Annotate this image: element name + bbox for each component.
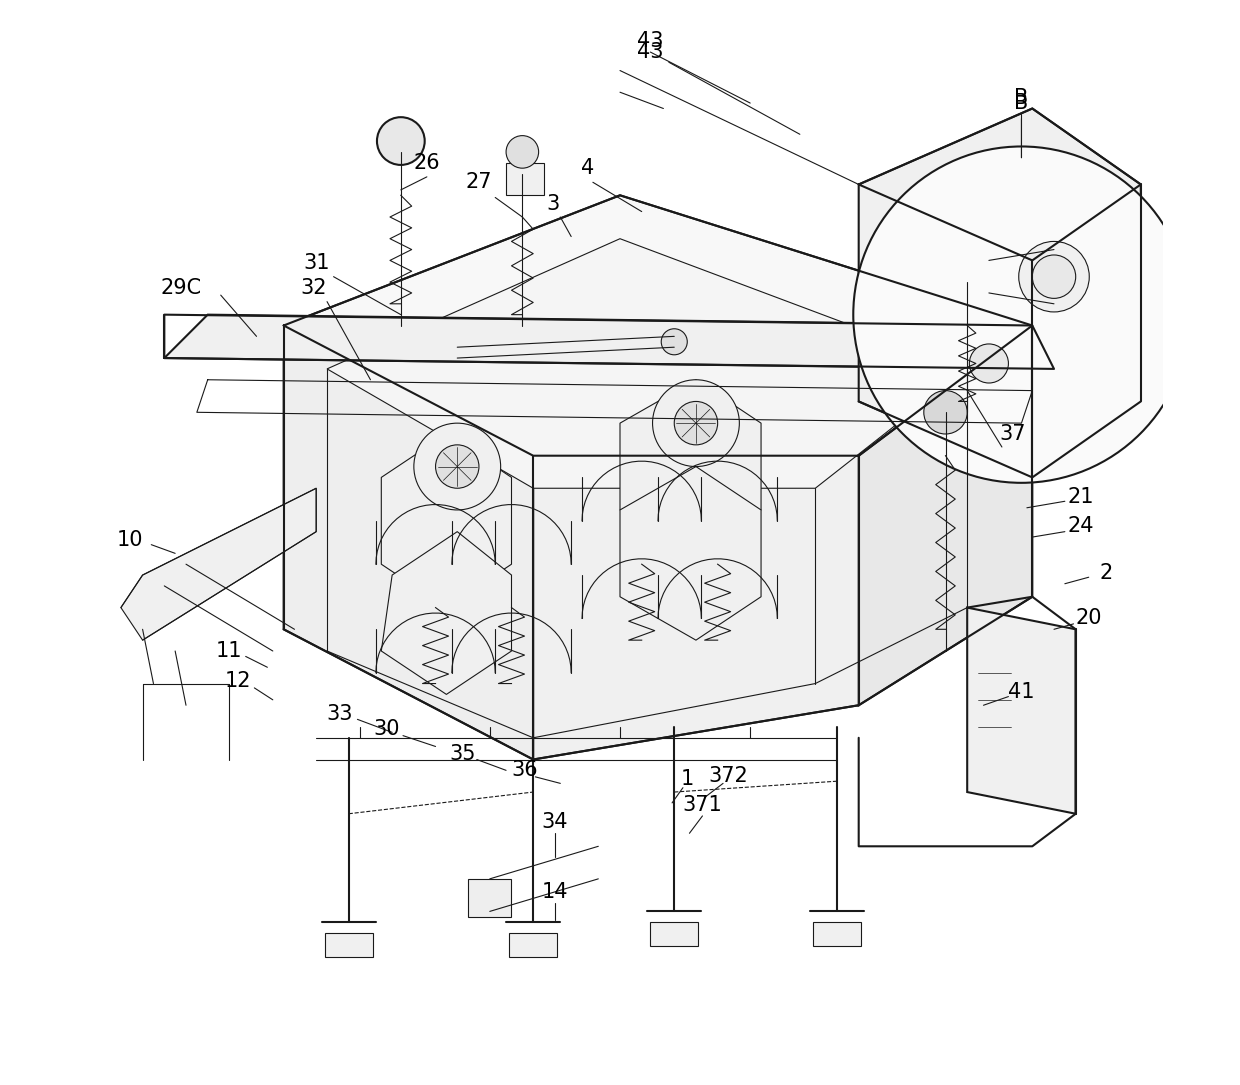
Text: 26: 26: [414, 153, 440, 173]
Text: 33: 33: [327, 704, 353, 724]
Bar: [650, 922, 698, 946]
Circle shape: [675, 401, 718, 445]
Text: 2: 2: [1100, 563, 1112, 583]
Text: 372: 372: [708, 766, 749, 786]
Polygon shape: [164, 315, 1054, 369]
Text: 12: 12: [224, 672, 252, 691]
Circle shape: [661, 329, 687, 355]
Text: 20: 20: [1075, 609, 1102, 628]
Polygon shape: [533, 456, 858, 760]
Polygon shape: [284, 326, 533, 760]
Text: 41: 41: [1008, 682, 1034, 702]
Bar: [506, 163, 544, 195]
Text: 29C: 29C: [160, 278, 201, 297]
Text: B: B: [1014, 88, 1028, 107]
Ellipse shape: [1019, 241, 1089, 312]
Text: 14: 14: [542, 882, 568, 902]
Text: 43: 43: [637, 42, 800, 135]
Text: 21: 21: [1068, 487, 1095, 507]
Polygon shape: [122, 488, 316, 640]
Bar: [467, 879, 511, 917]
Text: B: B: [1014, 93, 1028, 157]
Bar: [325, 933, 372, 957]
Polygon shape: [620, 380, 761, 553]
Text: 43: 43: [637, 31, 663, 51]
Circle shape: [506, 136, 538, 168]
Polygon shape: [858, 326, 1032, 705]
Text: 37: 37: [999, 424, 1025, 444]
Polygon shape: [327, 239, 967, 488]
Text: 371: 371: [682, 795, 723, 815]
Text: 27: 27: [466, 173, 492, 192]
Ellipse shape: [1032, 255, 1076, 298]
Text: 36: 36: [511, 761, 538, 780]
Text: 11: 11: [216, 641, 243, 661]
Bar: [510, 933, 557, 957]
Text: 4: 4: [580, 158, 594, 178]
Polygon shape: [382, 434, 511, 608]
Circle shape: [970, 344, 1008, 383]
Polygon shape: [967, 608, 1076, 814]
Text: 32: 32: [301, 278, 327, 297]
Text: 24: 24: [1068, 516, 1095, 536]
Text: 10: 10: [117, 531, 143, 550]
Circle shape: [377, 117, 424, 165]
Text: 34: 34: [542, 813, 568, 832]
Circle shape: [435, 445, 479, 488]
Polygon shape: [284, 195, 1032, 456]
Circle shape: [924, 391, 967, 434]
Circle shape: [414, 423, 501, 510]
Text: 35: 35: [449, 744, 476, 764]
Text: 30: 30: [373, 719, 401, 739]
Polygon shape: [620, 467, 761, 640]
Circle shape: [853, 146, 1189, 483]
Bar: [813, 922, 861, 946]
Text: 3: 3: [546, 194, 559, 214]
Text: 31: 31: [303, 253, 330, 272]
Circle shape: [652, 380, 739, 467]
Text: 1: 1: [681, 769, 694, 789]
Polygon shape: [382, 532, 511, 694]
Polygon shape: [858, 108, 1141, 477]
